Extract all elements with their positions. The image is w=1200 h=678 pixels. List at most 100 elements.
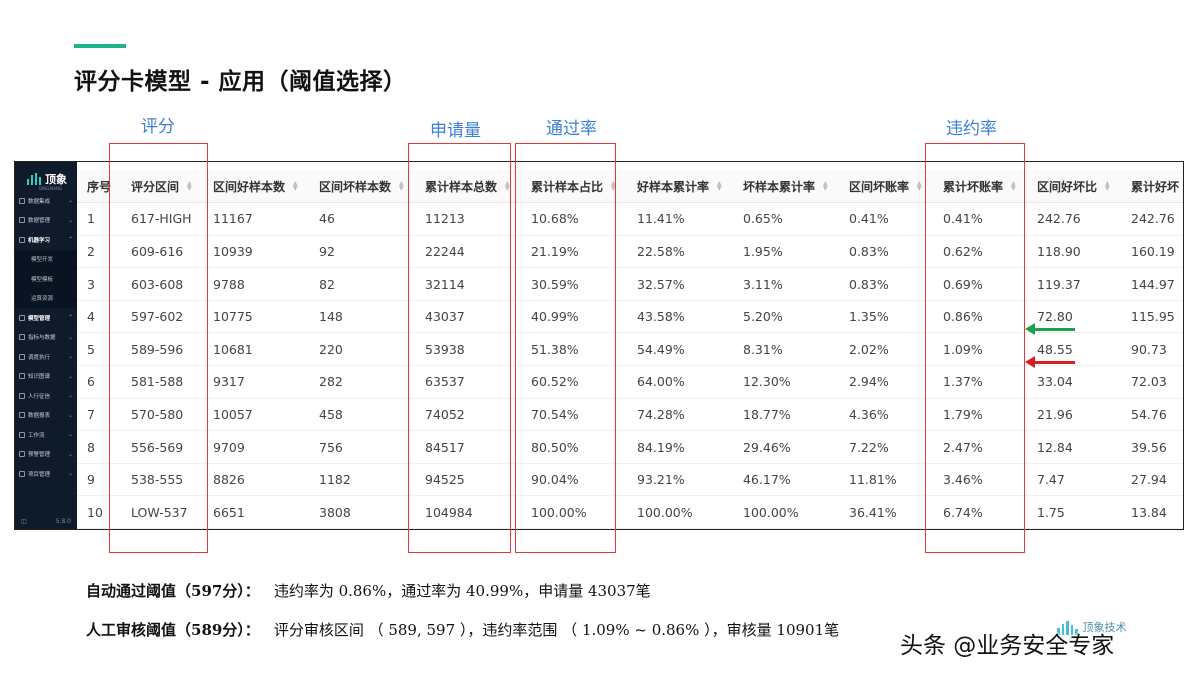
sidebar-item[interactable]: 模型管理 ⌃ [15, 308, 77, 328]
table-row[interactable]: 5 589-596 10681 220 53938 51.38% 54.49% 8.31% 2.… [77, 332, 1183, 367]
sidebar-item[interactable]: 知识图谱 ⌄ [15, 367, 77, 387]
table-cell: 27.94 [1121, 463, 1183, 497]
table-cell: 8.31% [733, 332, 839, 367]
table-cell: 4 [77, 300, 121, 334]
column-header-label: 累计坏账率 [943, 179, 1004, 194]
sidebar-item[interactable]: 机器学习 ⌃ [15, 230, 77, 250]
chevron-up-icon: ⌃ [67, 236, 73, 244]
chevron-down-icon: ⌄ [67, 470, 73, 478]
column-header[interactable]: 区间坏样本数 ▲ ▼ [309, 170, 415, 204]
table-row[interactable]: 1 617-HIGH 11167 46 11213 10.68% 11.41% 0.65% 0.… [77, 202, 1183, 236]
column-header[interactable]: 序号 [77, 170, 121, 204]
sort-icon[interactable]: ▲ ▼ [293, 180, 298, 193]
sidebar-item[interactable]: 指标与数据 ⌄ [15, 328, 77, 348]
menu-icon [19, 392, 25, 399]
sort-icon[interactable]: ▲ ▼ [1105, 180, 1110, 193]
sidebar-subitem[interactable]: 模型模板 [15, 269, 77, 289]
sidebar: 顶象 DINGXIANG 数据集成 ⌄ 数据管理 ⌄ 机器学习 ⌃ 模型开发 模型模板 运算资源… [15, 162, 77, 529]
column-header-content: 序号 [87, 178, 121, 195]
column-header[interactable]: 累计坏账率 ▲ ▼ [933, 170, 1027, 204]
table-cell: 39.56 [1121, 430, 1183, 464]
sort-icon[interactable]: ▲ ▼ [717, 180, 722, 193]
column-header[interactable]: 累计好坏 [1121, 170, 1183, 204]
sidebar-logo[interactable]: 顶象 [15, 162, 77, 190]
table-row[interactable]: 9 538-555 8826 1182 94525 90.04% 93.21% 46.17% 1… [77, 463, 1183, 497]
sidebar-item[interactable]: 数据集成 ⌄ [15, 191, 77, 211]
table-cell: 18.77% [733, 398, 839, 432]
column-header[interactable]: 评分区间 ▲ ▼ [121, 170, 203, 204]
table-row[interactable]: 7 570-580 10057 458 74052 70.54% 74.28% 18.77% 4… [77, 398, 1183, 432]
table-cell: 1.75 [1027, 495, 1121, 529]
table-cell: 3.46% [933, 463, 1027, 497]
table-cell: 4.36% [839, 398, 933, 432]
table-cell: 1.37% [933, 365, 1027, 399]
table-cell: 148 [309, 300, 415, 334]
table-row[interactable]: 10 LOW-537 6651 3808 104984 100.00% 100.00% 100… [77, 495, 1183, 529]
sort-icon[interactable]: ▲ ▼ [505, 180, 510, 193]
table-cell: 589-596 [121, 332, 203, 367]
table-cell: 282 [309, 365, 415, 399]
sidebar-item[interactable]: 数据管理 ⌄ [15, 211, 77, 231]
sidebar-item[interactable]: 数据报表 ⌄ [15, 406, 77, 426]
sort-icon[interactable]: ▲ ▼ [917, 180, 922, 193]
collapse-icon[interactable]: ◫ [21, 518, 27, 525]
annotation-apply: 申请量 [430, 121, 481, 141]
sidebar-subitem-label: 模型模板 [31, 276, 54, 283]
sidebar-item[interactable]: 预警管理 ⌄ [15, 445, 77, 465]
sort-icon[interactable]: ▲ ▼ [187, 180, 192, 193]
column-header[interactable]: 累计样本占比 ▲ ▼ [521, 170, 627, 204]
column-header[interactable]: 累计样本总数 ▲ ▼ [415, 170, 521, 204]
column-header[interactable]: 区间好样本数 ▲ ▼ [203, 170, 309, 204]
table-cell: 51.38% [521, 332, 627, 367]
table-row[interactable]: 2 609-616 10939 92 22244 21.19% 22.58% 1.95% 0.8… [77, 235, 1183, 269]
sidebar-item[interactable]: 人行征信 ⌄ [15, 386, 77, 406]
table-row[interactable]: 8 556-569 9709 756 84517 80.50% 84.19% 29.46% 7.… [77, 430, 1183, 464]
column-header[interactable]: 区间好坏比 ▲ ▼ [1027, 170, 1121, 204]
menu-icon [19, 412, 25, 419]
brand-bars-icon [27, 173, 41, 185]
table-row[interactable]: 4 597-602 10775 148 43037 40.99% 43.58% 5.20% 1.… [77, 300, 1183, 334]
table-cell: 0.41% [839, 202, 933, 236]
sidebar-item[interactable]: 项目管理 ⌄ [15, 464, 77, 484]
column-header-content: 好样本累计率 ▲ ▼ [637, 178, 733, 195]
sort-icon[interactable]: ▲ ▼ [823, 180, 828, 193]
sort-icon[interactable]: ▲ ▼ [611, 180, 616, 193]
chevron-down-icon: ⌄ [67, 197, 73, 205]
table-cell: 40.99% [521, 300, 627, 334]
column-header[interactable]: 坏样本累计率 ▲ ▼ [733, 170, 839, 204]
table-cell: 10.68% [521, 202, 627, 236]
sidebar-item[interactable]: 调度执行 ⌄ [15, 347, 77, 367]
table-row[interactable]: 3 603-608 9788 82 32114 30.59% 32.57% 3.11% 0.83… [77, 267, 1183, 301]
table-cell: 11213 [415, 202, 521, 236]
sidebar-subitem[interactable]: 模型开发 [15, 249, 77, 269]
column-header[interactable]: 好样本累计率 ▲ ▼ [627, 170, 733, 204]
table-cell: 597-602 [121, 300, 203, 334]
table-cell: 10775 [203, 300, 309, 334]
table-cell: 92 [309, 235, 415, 269]
table-cell: 64.00% [627, 365, 733, 399]
column-header[interactable]: 区间坏账率 ▲ ▼ [839, 170, 933, 204]
sidebar-subitem[interactable]: 运算资源 [15, 288, 77, 308]
sidebar-brand: 顶象 [45, 173, 67, 186]
sort-icon[interactable]: ▲ ▼ [1011, 180, 1016, 193]
highlight-box-pass-rate [515, 143, 616, 553]
sidebar-item[interactable]: 工作流 ⌄ [15, 425, 77, 445]
table-row[interactable]: 6 581-588 9317 282 63537 60.52% 64.00% 12.30% 2.… [77, 365, 1183, 399]
column-header-content: 区间坏账率 ▲ ▼ [849, 178, 933, 195]
table-cell: 48.55 [1027, 332, 1121, 367]
table-cell: 10939 [203, 235, 309, 269]
column-header-label: 区间坏样本数 [319, 179, 392, 194]
table-cell: 12.84 [1027, 430, 1121, 464]
table-header-row: 序号 评分区间 ▲ ▼ 区间好样本数 ▲ ▼ 区间坏样本数 ▲ ▼ 累计样本总数 ▲ ▼ 累计样本占比 ▲ ▼… [77, 170, 1183, 204]
embedded-app-screenshot: 顶象 DINGXIANG 数据集成 ⌄ 数据管理 ⌄ 机器学习 ⌃ 模型开发 模型模板 运算资源… [14, 161, 1184, 530]
sidebar-footer: ◫ 5.8.0 [15, 518, 77, 525]
table-cell: 10681 [203, 332, 309, 367]
sidebar-item-label: 知识图谱 [28, 374, 51, 381]
table-cell: 0.65% [733, 202, 839, 236]
sort-icon[interactable]: ▲ ▼ [399, 180, 404, 193]
table-body: 1 617-HIGH 11167 46 11213 10.68% 11.41% 0.65% 0.… [77, 202, 1183, 529]
highlight-box-default-rate [925, 143, 1025, 553]
table-cell: 144.97 [1121, 267, 1183, 301]
table-cell: 9317 [203, 365, 309, 399]
table-cell: 10 [77, 495, 121, 529]
